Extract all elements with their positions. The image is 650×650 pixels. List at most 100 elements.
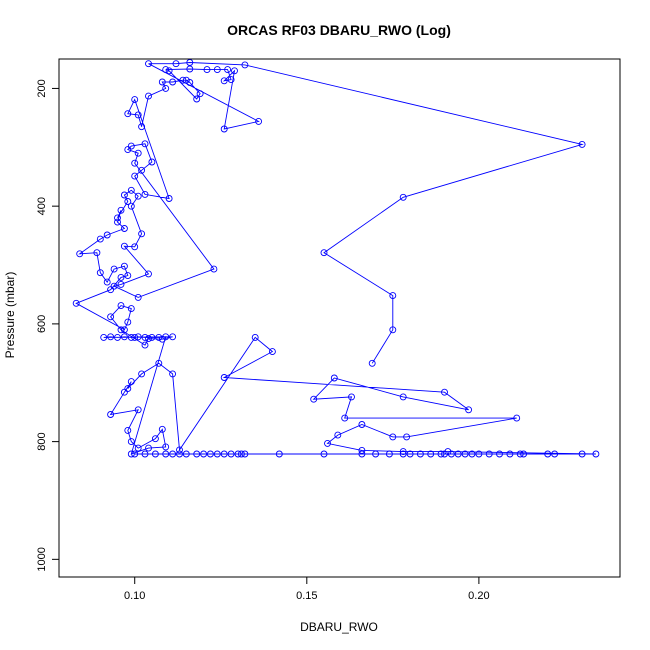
data-point: [399, 393, 407, 401]
data-point: [320, 450, 328, 458]
data-point: [454, 450, 462, 458]
data-point: [213, 450, 221, 458]
series-line: [75, 62, 596, 455]
data-point: [389, 433, 397, 441]
data-point: [234, 450, 242, 458]
data-point: [203, 66, 211, 74]
data-point: [155, 333, 163, 341]
data-point: [358, 450, 366, 458]
data-point: [578, 140, 586, 148]
data-point: [117, 273, 125, 281]
data-point: [437, 450, 445, 458]
data-point: [124, 198, 132, 205]
data-point: [103, 278, 111, 286]
data-point: [237, 450, 245, 458]
data-point: [107, 313, 115, 321]
data-point: [441, 450, 448, 458]
data-point: [220, 125, 228, 133]
data-point: [268, 348, 276, 356]
data-point: [124, 385, 132, 393]
data-point: [151, 435, 159, 443]
data-point: [193, 95, 201, 103]
data-point: [124, 110, 132, 118]
data-point: [107, 411, 115, 418]
data-point: [96, 269, 104, 277]
data-point: [389, 292, 397, 300]
data-point: [372, 450, 380, 458]
data-point: [114, 333, 121, 341]
data-point: [206, 450, 214, 458]
data-point: [117, 206, 125, 214]
data-point: [255, 117, 263, 125]
data-point: [110, 282, 118, 290]
data-point: [131, 96, 139, 104]
data-point: [182, 450, 190, 458]
data-point: [107, 286, 115, 294]
data-point: [406, 450, 414, 458]
data-point: [158, 335, 166, 343]
data-point: [120, 225, 128, 232]
data-point: [162, 333, 170, 341]
data-point: [162, 84, 170, 92]
data-point: [148, 333, 156, 341]
data-point: [131, 333, 139, 341]
data-point: [117, 280, 125, 288]
plot-frame: [58, 58, 621, 578]
data-point: [578, 450, 586, 458]
data-point: [124, 272, 132, 280]
data-point: [368, 359, 376, 367]
data-point: [193, 450, 201, 458]
data-point: [176, 446, 183, 454]
data-point: [120, 242, 128, 250]
data-point: [76, 250, 84, 258]
y-tick-label: 1000: [36, 547, 48, 571]
data-point: [399, 448, 407, 456]
data-point: [138, 166, 146, 174]
data-point: [148, 158, 156, 166]
data-point: [120, 262, 128, 270]
data-point: [513, 414, 521, 422]
data-point: [196, 90, 204, 98]
data-point: [124, 318, 132, 326]
data-point: [145, 92, 152, 100]
data-point: [506, 450, 514, 458]
data-point: [141, 450, 149, 458]
data-point: [134, 293, 142, 301]
data-point: [131, 450, 139, 458]
data-point: [145, 60, 152, 68]
data-point: [441, 388, 448, 396]
data-point: [120, 326, 128, 334]
y-axis-label: Pressure (mbar): [3, 272, 17, 359]
x-tick-label: 0.15: [296, 590, 317, 602]
data-point: [165, 195, 173, 202]
data-point: [468, 450, 476, 458]
data-point: [399, 450, 407, 458]
data-point: [151, 450, 159, 458]
x-axis-label: DBARU_RWO: [300, 620, 378, 634]
y-tick-label: 400: [36, 197, 48, 215]
data-point: [358, 421, 366, 428]
data-point: [127, 186, 135, 194]
data-point: [120, 333, 128, 341]
data-point: [162, 443, 170, 451]
data-point: [127, 142, 135, 150]
data-point: [275, 450, 283, 458]
data-point: [107, 333, 115, 341]
data-point: [72, 299, 80, 307]
data-point: [227, 76, 235, 84]
data-point: [158, 78, 166, 86]
data-point: [461, 450, 469, 458]
data-point: [385, 450, 393, 458]
data-point: [320, 249, 328, 257]
data-point: [114, 218, 121, 226]
data-point: [399, 193, 407, 201]
data-point: [117, 326, 125, 334]
data-point: [120, 191, 128, 199]
data-point: [169, 333, 177, 341]
data-point: [334, 431, 342, 439]
data-point: [227, 450, 235, 458]
data-point: [155, 359, 163, 367]
data-point: [186, 65, 194, 73]
data-point: [485, 450, 493, 458]
